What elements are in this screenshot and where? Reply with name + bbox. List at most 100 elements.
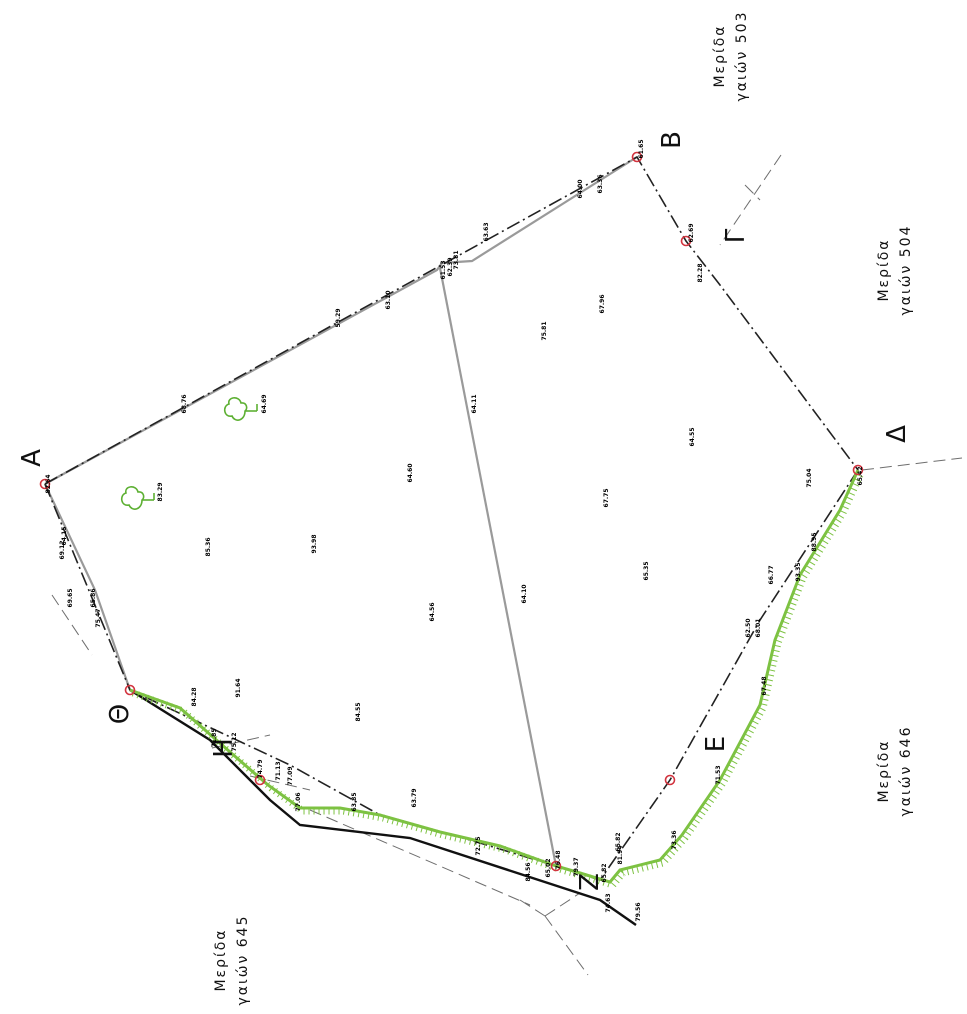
elevation-label: 71.53 [715, 766, 722, 785]
marker-TH [124, 684, 136, 696]
elevation-label: 77.06 [295, 793, 302, 812]
vertex-labels: A B Γ Δ Ε Ζ Η Θ [17, 131, 912, 891]
parcel-label-line2: γαιών 504 [898, 225, 914, 316]
elevation-label: 84.56 [525, 863, 532, 882]
elevation-label: 84.55 [355, 703, 362, 722]
internal-division-line [438, 267, 558, 867]
dashed-line [544, 915, 589, 976]
elevation-label: 79.37 [573, 858, 580, 877]
dashed-line [544, 892, 581, 917]
tree-icon [120, 486, 155, 510]
property-boundary [44, 155, 859, 881]
inner-divider-lines [44, 156, 638, 867]
elevation-label: 82.28 [697, 264, 704, 283]
elevation-label: 77.09 [287, 767, 294, 786]
vertex-label-E: Ε [701, 736, 731, 752]
elevation-label: 93.98 [311, 535, 318, 554]
vegetation-edge [129, 469, 865, 890]
elevation-label: 61.53 [440, 261, 447, 280]
elevation-label: 63.79 [411, 789, 418, 808]
elevation-label: 75.81 [541, 322, 548, 341]
elevation-label: 75.12 [231, 733, 238, 752]
tree-symbols [120, 397, 258, 510]
elevation-label: 67.75 [603, 489, 610, 508]
elevation-label: 79.56 [635, 903, 642, 922]
parcel-label-646: Μερίδα γαιών 646 [876, 726, 914, 817]
elevation-label: 71.85 [211, 729, 218, 748]
tree-elev-label: 83.29 [157, 483, 164, 502]
elevation-label: 64.60 [407, 464, 414, 483]
elevation-label: 64.56 [429, 603, 436, 622]
tree-icon [223, 397, 258, 421]
vertex-label-D: Δ [882, 425, 912, 443]
elevation-label: 64.10 [521, 585, 528, 604]
elevation-label: 69.12 [59, 541, 66, 560]
parcel-label-504: Μερίδα γαιών 504 [876, 225, 914, 316]
road-edge-line [129, 688, 637, 926]
elevation-labels: 79.56 65.82 65.82 79.37 74.63 73.36 71.53 67.48… [45, 140, 864, 922]
elevation-label: 73.36 [671, 831, 678, 850]
elevation-label: 61.65 [638, 140, 645, 159]
parcel-label-503: Μερίδα γαιών 503 [712, 11, 750, 102]
boundary-south-east [555, 469, 859, 881]
elevation-label: 59.29 [335, 309, 342, 328]
west-boundary-grey [44, 483, 132, 691]
elevation-label: 62.39 [447, 258, 454, 277]
elevation-label: 68.01 [755, 619, 762, 638]
marker-H [254, 774, 266, 786]
marker-D [852, 464, 864, 476]
parcel-label-645: Μερίδα γαιών 645 [213, 915, 251, 1006]
elevation-label: 67.96 [599, 295, 606, 314]
survey-markers [39, 151, 864, 872]
elevation-label: 65.82 [615, 833, 622, 852]
dashed-line [744, 184, 761, 201]
vertex-label-G: Γ [721, 228, 751, 243]
elevation-label: 65.42 [857, 467, 864, 486]
elevation-label: 76.48 [555, 851, 562, 870]
elevation-label: 64.00 [577, 180, 584, 199]
marker-E [664, 774, 676, 786]
parcel-label-line1: Μερίδα [876, 238, 892, 301]
tree-elevation-labels: 83.29 64.69 [157, 395, 268, 502]
tree-elev-label: 64.69 [261, 395, 268, 414]
dashed-line [309, 809, 531, 906]
elevation-label: 63.85 [351, 793, 358, 812]
boundary-north-east [44, 155, 859, 485]
elevation-label: 65.86 [90, 589, 97, 608]
elevation-label: 62.69 [688, 224, 695, 243]
vertex-label-H: Η [209, 738, 239, 758]
parcel-label-line1: Μερίδα [876, 739, 892, 802]
elevation-label: 81.94 [617, 846, 624, 865]
elevation-label: 64.55 [689, 428, 696, 447]
vertex-label-Z: Ζ [575, 873, 605, 891]
parcel-label-line2: γαιών 503 [734, 11, 750, 102]
vertex-label-A: A [17, 449, 47, 467]
marker-A [39, 478, 51, 490]
vertex-label-B: B [657, 131, 687, 149]
elevation-label: 64.11 [471, 395, 478, 414]
elevation-label: 84.28 [191, 688, 198, 707]
elevation-label: 62.50 [745, 619, 752, 638]
elevation-label: 65.02 [545, 859, 552, 878]
elevation-label: 65.82 [601, 864, 608, 883]
elevation-label: 63.10 [385, 291, 392, 310]
parcel-label-line1: Μερίδα [712, 24, 728, 87]
elevation-label: 71.13 [275, 762, 282, 781]
parcel-label-line1: Μερίδα [213, 928, 229, 991]
elevation-label: 75.04 [806, 469, 813, 488]
elevation-label: 93.35 [795, 563, 802, 582]
dashed-line [719, 154, 782, 246]
elevation-label: 66.77 [768, 566, 775, 585]
elevation-label: 74.79 [257, 760, 264, 779]
elevation-label: 75.47 [95, 609, 102, 628]
elevation-label: 91.64 [235, 679, 242, 698]
elevation-label: 72.75 [475, 837, 482, 856]
elevation-label: 69.65 [67, 589, 74, 608]
parcel-label-line2: γαιών 645 [235, 915, 251, 1006]
marker-B [631, 151, 643, 163]
parcel-labels: Μερίδα γαιών 503 Μερίδα γαιών 504 Μερίδα… [213, 11, 914, 1006]
north-boundary-grey [44, 156, 638, 485]
elevation-label: 63.63 [483, 223, 490, 242]
vertex-label-TH: Θ [105, 704, 135, 724]
